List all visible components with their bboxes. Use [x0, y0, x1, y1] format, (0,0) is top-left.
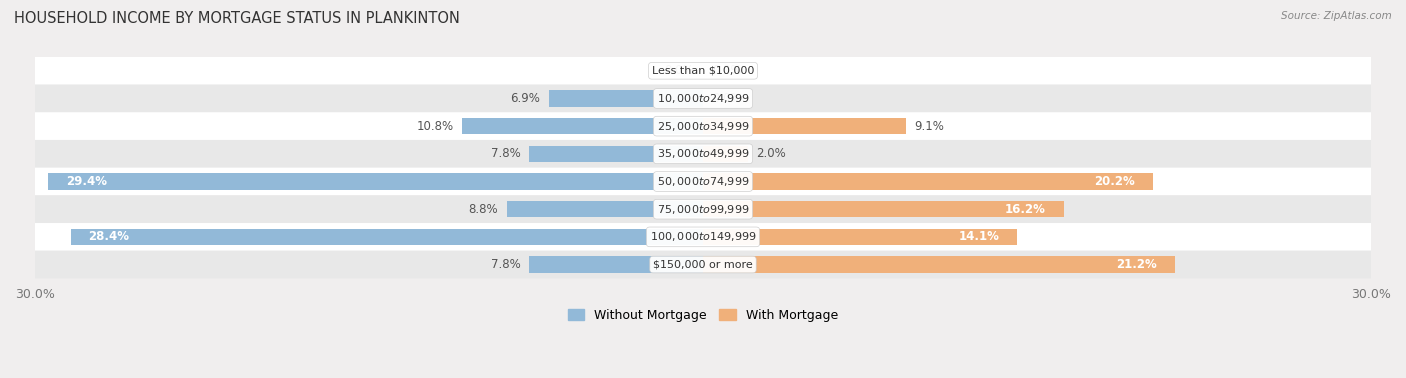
Text: 0.0%: 0.0% [665, 64, 695, 77]
Text: $35,000 to $49,999: $35,000 to $49,999 [657, 147, 749, 160]
Text: Source: ZipAtlas.com: Source: ZipAtlas.com [1281, 11, 1392, 21]
Text: 0.0%: 0.0% [711, 64, 741, 77]
Text: $25,000 to $34,999: $25,000 to $34,999 [657, 120, 749, 133]
Text: $50,000 to $74,999: $50,000 to $74,999 [657, 175, 749, 188]
Text: 28.4%: 28.4% [89, 230, 129, 243]
Text: 20.2%: 20.2% [1094, 175, 1135, 188]
Text: $150,000 or more: $150,000 or more [654, 260, 752, 270]
Text: 8.8%: 8.8% [468, 203, 498, 216]
FancyBboxPatch shape [35, 251, 1371, 278]
Text: 21.2%: 21.2% [1116, 258, 1157, 271]
Text: 0.0%: 0.0% [711, 92, 741, 105]
Bar [529, 146, 703, 162]
FancyBboxPatch shape [35, 168, 1371, 195]
Text: 29.4%: 29.4% [66, 175, 107, 188]
Bar [703, 173, 1153, 190]
Bar [48, 173, 703, 190]
Bar [703, 256, 1175, 273]
Text: 7.8%: 7.8% [491, 147, 520, 160]
FancyBboxPatch shape [35, 140, 1371, 168]
Text: 2.0%: 2.0% [756, 147, 786, 160]
FancyBboxPatch shape [35, 57, 1371, 85]
Text: HOUSEHOLD INCOME BY MORTGAGE STATUS IN PLANKINTON: HOUSEHOLD INCOME BY MORTGAGE STATUS IN P… [14, 11, 460, 26]
Bar [703, 118, 905, 135]
FancyBboxPatch shape [35, 195, 1371, 223]
FancyBboxPatch shape [35, 85, 1371, 112]
Text: Less than $10,000: Less than $10,000 [652, 66, 754, 76]
Bar [529, 256, 703, 273]
Bar [703, 229, 1017, 245]
Text: 14.1%: 14.1% [959, 230, 1000, 243]
Legend: Without Mortgage, With Mortgage: Without Mortgage, With Mortgage [562, 304, 844, 327]
Text: 16.2%: 16.2% [1005, 203, 1046, 216]
Bar [70, 229, 703, 245]
Text: 7.8%: 7.8% [491, 258, 520, 271]
Bar [703, 201, 1064, 217]
Bar [463, 118, 703, 135]
FancyBboxPatch shape [35, 223, 1371, 251]
Bar [508, 201, 703, 217]
Bar [550, 90, 703, 107]
FancyBboxPatch shape [35, 112, 1371, 140]
Bar [703, 146, 748, 162]
Text: $10,000 to $24,999: $10,000 to $24,999 [657, 92, 749, 105]
Text: $100,000 to $149,999: $100,000 to $149,999 [650, 230, 756, 243]
Text: 9.1%: 9.1% [914, 120, 945, 133]
Text: 6.9%: 6.9% [510, 92, 540, 105]
Text: 10.8%: 10.8% [416, 120, 454, 133]
Text: $75,000 to $99,999: $75,000 to $99,999 [657, 203, 749, 216]
